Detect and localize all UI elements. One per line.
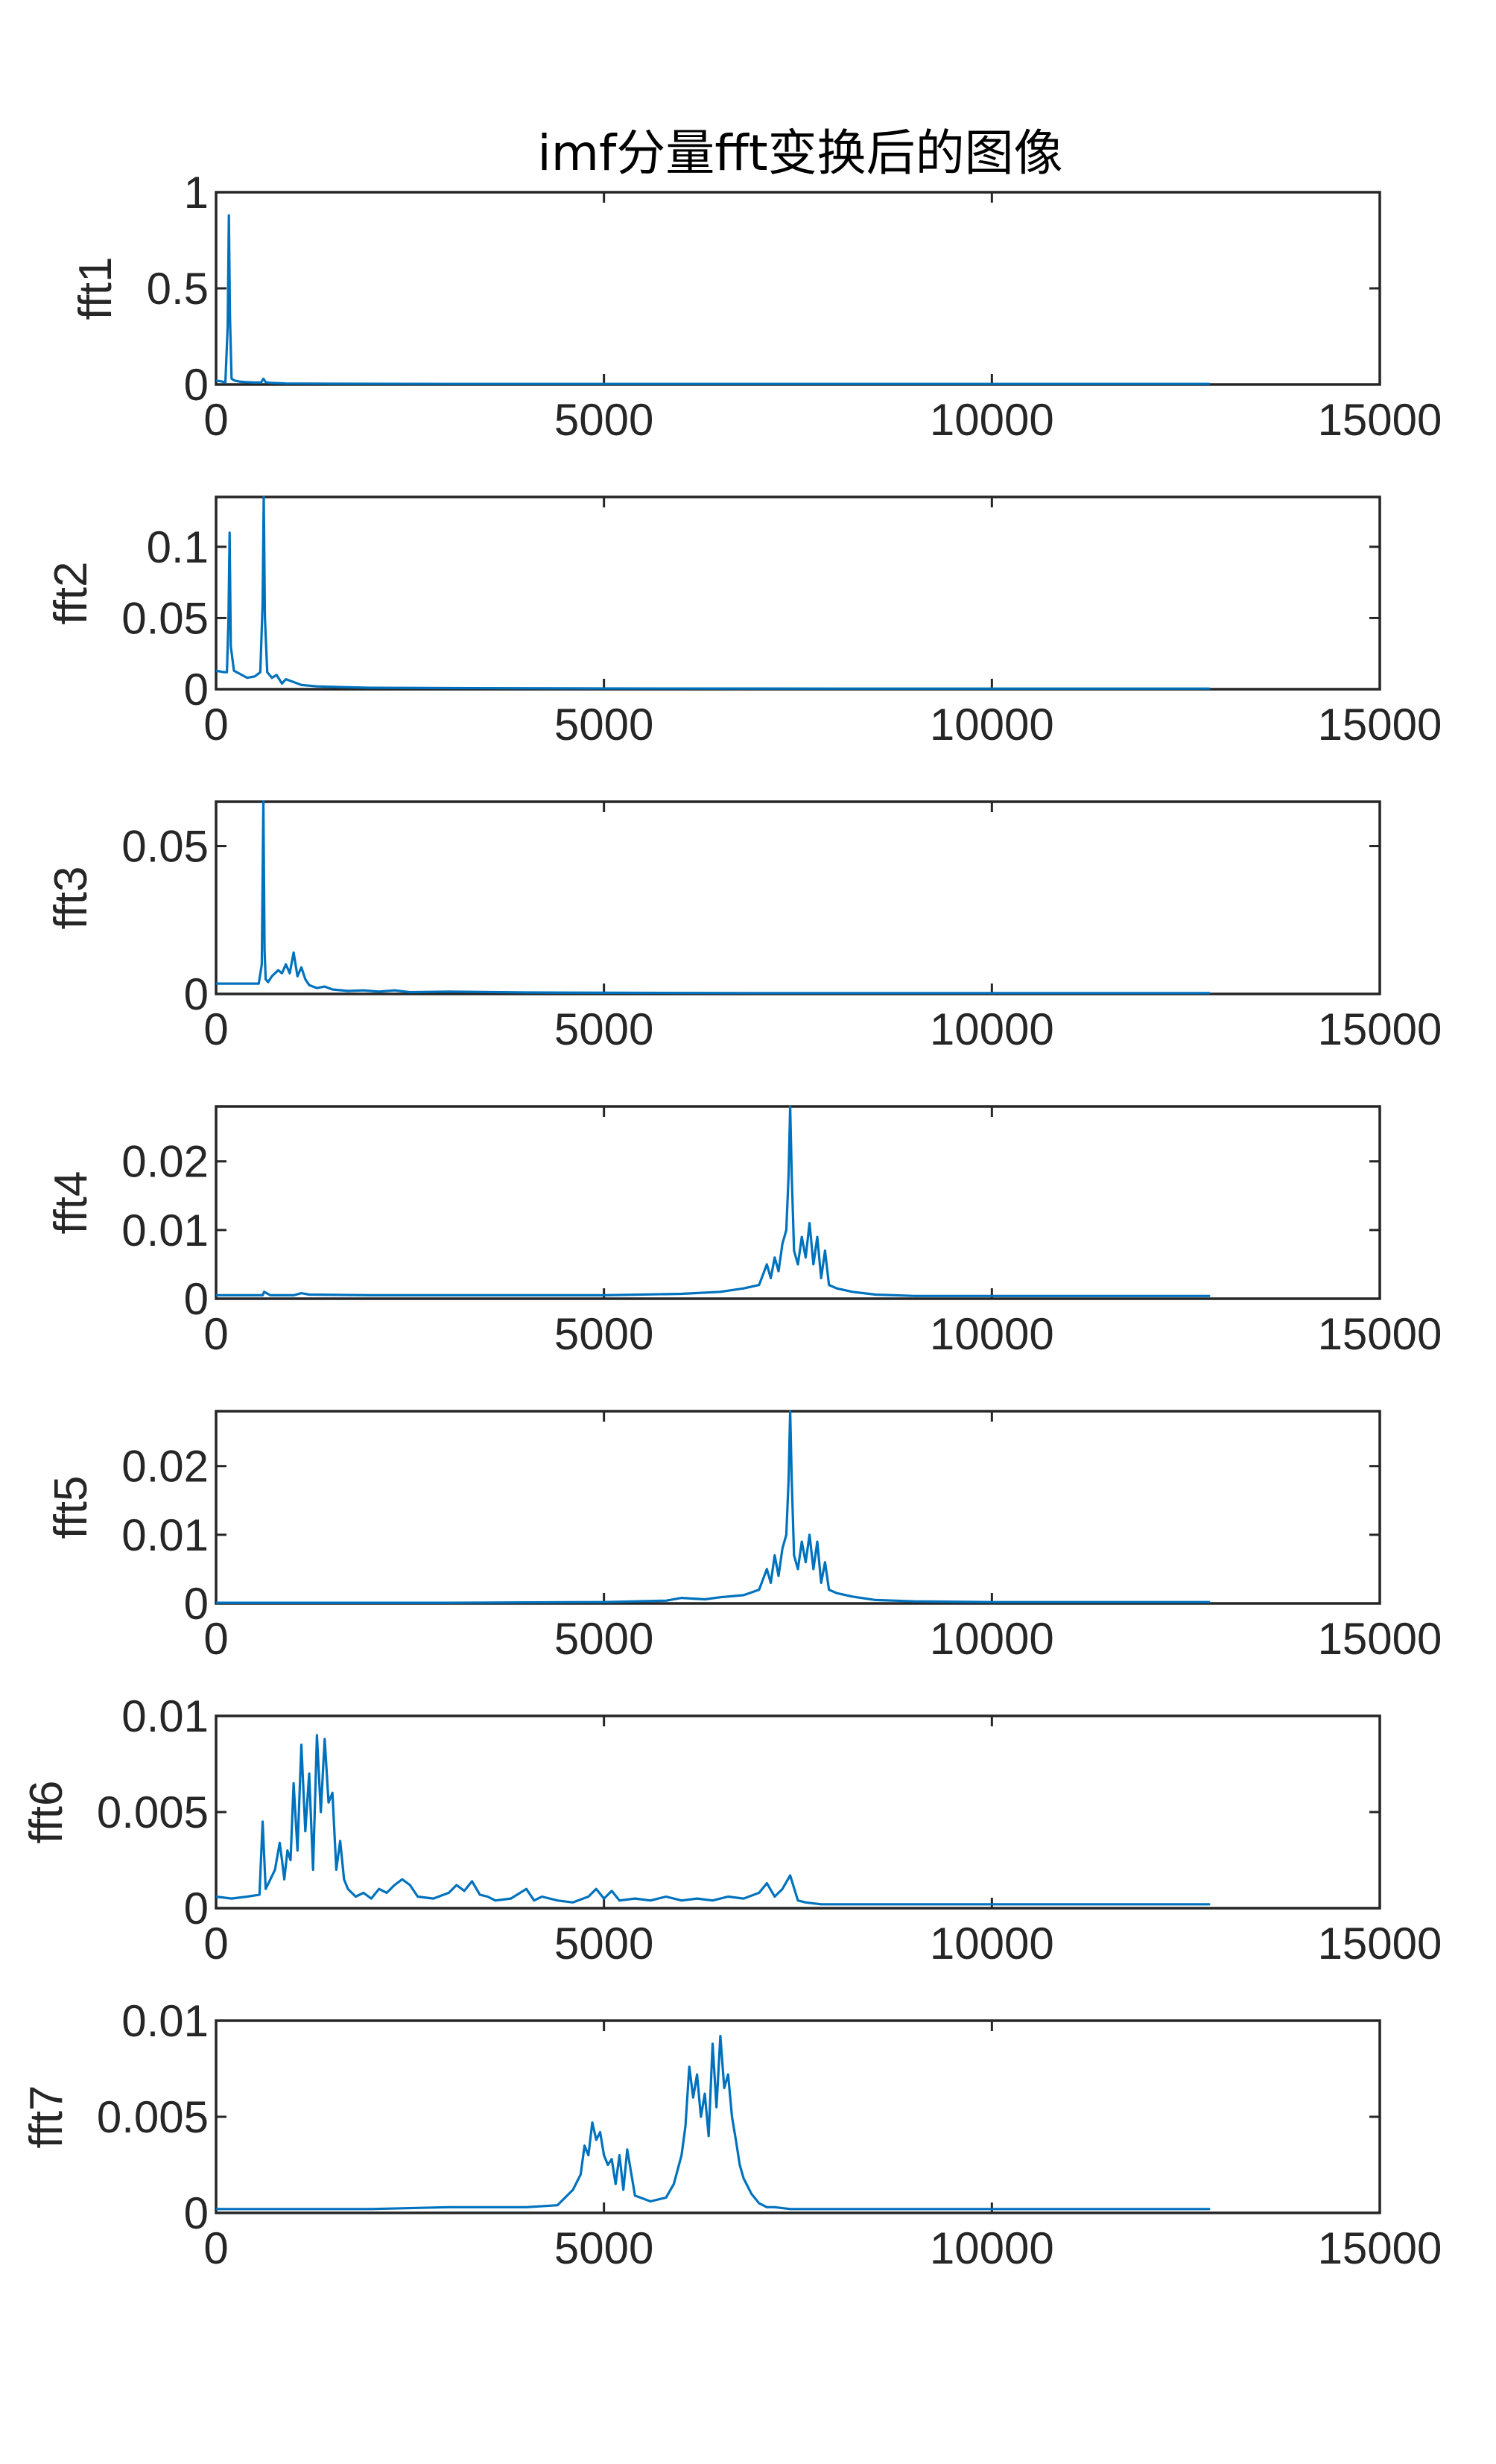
subplot-7: 0 5000 10000 15000 0 0.005 0.01 fft7	[21, 1996, 1442, 2273]
x-tick-label-6-3: 15000	[1318, 1919, 1442, 1969]
subplot-5: 0 5000 10000 15000 0 0.01 0.02 fft5	[45, 1410, 1442, 1664]
axes-box-5	[215, 1410, 1381, 1605]
y-tick-label-6-1: 0.005	[97, 1787, 209, 1837]
axes-box-6	[215, 1714, 1381, 1910]
series-line-fft5	[216, 1410, 1211, 1604]
y-axis-label-4: fft4	[45, 1171, 97, 1234]
series-line-fft7	[216, 2035, 1211, 2211]
y-tick-label-1-1: 0.5	[147, 264, 209, 314]
y-tick-label-2-1: 0.05	[121, 593, 209, 643]
x-tick-label-6-1: 5000	[554, 1919, 653, 1969]
axes-box-1	[215, 191, 1381, 386]
x-tick-label-6-2: 10000	[930, 1919, 1054, 1969]
x-tick-label-5-1: 5000	[554, 1614, 653, 1664]
y-tick-label-4-0: 0	[184, 1274, 209, 1324]
axes-box-2	[215, 495, 1381, 691]
y-tick-label-7-1: 0.005	[97, 2092, 209, 2142]
x-tick-label-7-0: 0	[203, 2223, 228, 2273]
y-tick-label-3-0: 0	[184, 969, 209, 1019]
y-tick-label-1-0: 0	[184, 360, 209, 410]
series-line-fft2	[216, 495, 1211, 690]
x-tick-label-3-3: 15000	[1318, 1004, 1442, 1054]
x-tick-label-5-0: 0	[203, 1614, 228, 1664]
y-tick-label-5-2: 0.02	[121, 1442, 209, 1492]
series-line-fft1	[216, 214, 1211, 385]
subplot-3: 0 5000 10000 15000 0 0.05 fft3	[45, 800, 1442, 1054]
figure-title: imf分量fft变换后的图像	[537, 124, 1062, 182]
x-tick-label-1-3: 15000	[1318, 395, 1442, 445]
x-tick-label-4-0: 0	[203, 1309, 228, 1359]
y-tick-label-6-0: 0	[184, 1884, 209, 1933]
x-tick-label-2-3: 15000	[1318, 700, 1442, 750]
subplot-1: 0 5000 10000 15000 0 0.5 1 fft1	[70, 168, 1442, 445]
x-tick-label-6-0: 0	[203, 1919, 228, 1969]
x-tick-label-7-2: 10000	[930, 2223, 1054, 2273]
x-tick-label-2-2: 10000	[930, 700, 1054, 750]
axes-box-3	[215, 800, 1381, 995]
x-tick-label-7-3: 15000	[1318, 2223, 1442, 2273]
x-tick-label-5-3: 15000	[1318, 1614, 1442, 1664]
subplot-6: 0 5000 10000 15000 0 0.005 0.01 fft6	[21, 1691, 1442, 1969]
series-line-fft6	[216, 1734, 1211, 1906]
x-tick-label-2-1: 5000	[554, 700, 653, 750]
y-tick-label-5-1: 0.01	[121, 1510, 209, 1560]
y-tick-label-1-2: 1	[184, 168, 209, 218]
y-tick-label-5-0: 0	[184, 1579, 209, 1629]
subplot-2: 0 5000 10000 15000 0 0.05 0.1 fft2	[45, 495, 1442, 750]
y-axis-label-3: fft3	[45, 866, 97, 929]
y-tick-label-3-1: 0.05	[121, 822, 209, 872]
series-line-fft3	[216, 800, 1211, 995]
x-tick-label-3-0: 0	[203, 1004, 228, 1054]
y-tick-label-7-0: 0	[184, 2188, 209, 2238]
x-tick-label-4-2: 10000	[930, 1309, 1054, 1359]
y-tick-label-4-1: 0.01	[121, 1206, 209, 1255]
y-tick-label-6-2: 0.01	[121, 1691, 209, 1741]
x-tick-label-2-0: 0	[203, 700, 228, 750]
series-line-fft4	[216, 1105, 1211, 1297]
x-tick-label-3-2: 10000	[930, 1004, 1054, 1054]
y-axis-label-2: fft2	[45, 561, 97, 624]
subplot-4: 0 5000 10000 15000 0 0.01 0.02 fft4	[45, 1105, 1442, 1359]
x-tick-label-7-1: 5000	[554, 2223, 653, 2273]
x-tick-label-4-1: 5000	[554, 1309, 653, 1359]
x-tick-label-4-3: 15000	[1318, 1309, 1442, 1359]
y-tick-label-7-2: 0.01	[121, 1996, 209, 2046]
axes-box-7	[215, 2019, 1381, 2214]
x-tick-label-5-2: 10000	[930, 1614, 1054, 1664]
y-tick-label-2-0: 0	[184, 665, 209, 715]
y-tick-label-2-2: 0.1	[147, 522, 209, 572]
x-tick-label-1-0: 0	[203, 395, 228, 445]
y-tick-label-4-2: 0.02	[121, 1137, 209, 1187]
x-tick-label-3-1: 5000	[554, 1004, 653, 1054]
y-axis-label-6: fft6	[21, 1780, 72, 1843]
y-axis-label-7: fft7	[21, 2085, 72, 2148]
y-axis-label-5: fft5	[45, 1475, 97, 1539]
x-tick-label-1-2: 10000	[930, 395, 1054, 445]
axes-box-4	[215, 1105, 1381, 1300]
x-tick-label-1-1: 5000	[554, 395, 653, 445]
y-axis-label-1: fft1	[70, 256, 121, 320]
